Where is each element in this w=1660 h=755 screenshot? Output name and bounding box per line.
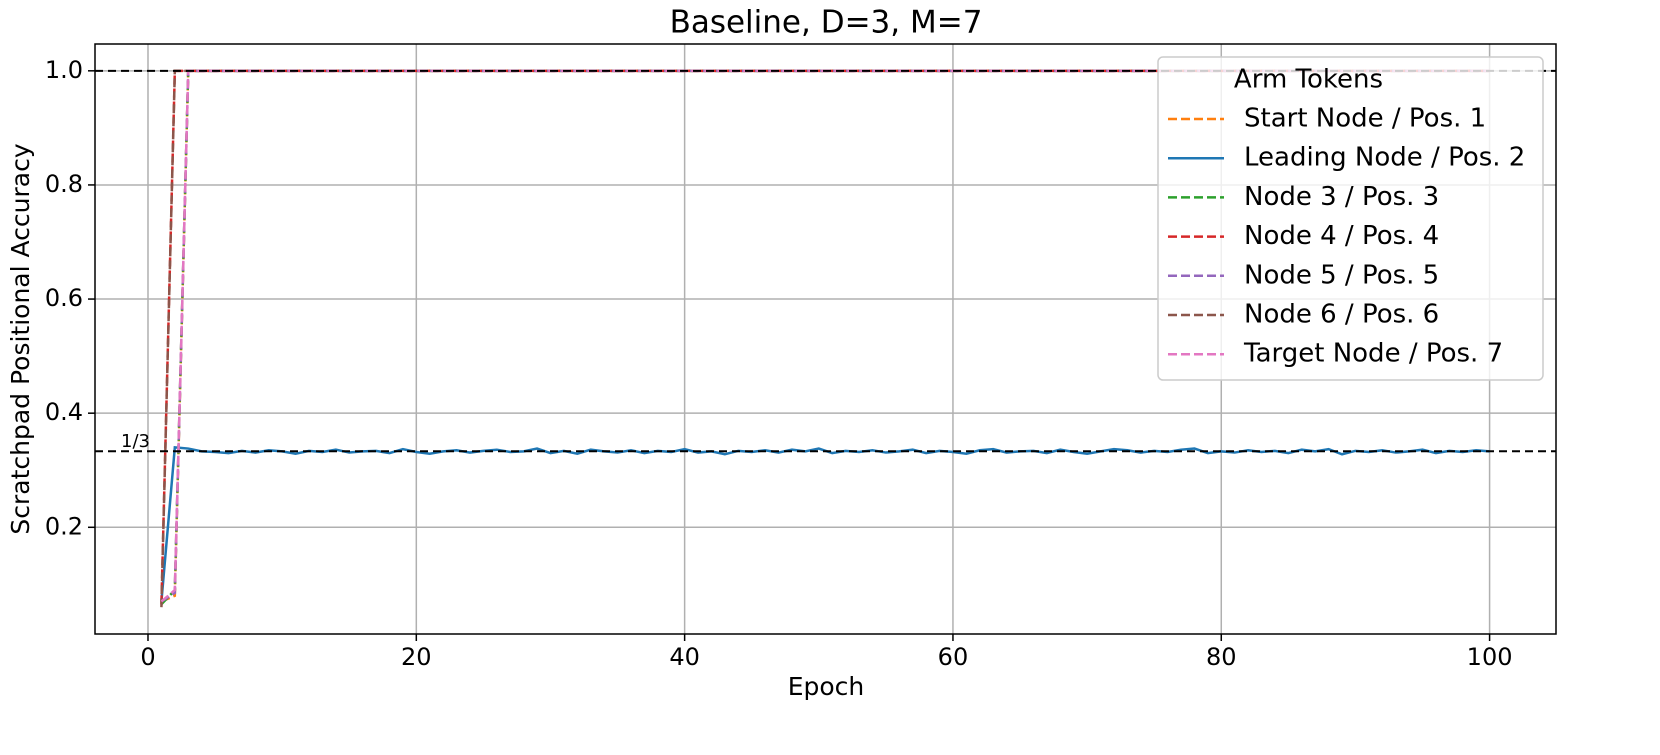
plot-frame (94, 43, 1557, 635)
legend-label: Leading Node / Pos. 2 (1244, 143, 1525, 173)
legend-title: Arm Tokens (1234, 65, 1383, 95)
legend-label: Node 4 / Pos. 4 (1244, 221, 1439, 251)
legend-box (1157, 56, 1544, 381)
x-axis-label: Epoch (788, 672, 865, 701)
reference-label: 1/3 (121, 431, 150, 452)
legend-label: Node 3 / Pos. 3 (1244, 182, 1439, 212)
y-axis-label: Scratchpad Positional Accuracy (6, 143, 35, 535)
chart-title: Baseline, D=3, M=7 (670, 5, 983, 41)
y-tick-label: 0.6 (45, 284, 83, 312)
x-tick-label: 80 (1206, 643, 1237, 671)
y-tick-label: 0.8 (45, 170, 83, 198)
x-tick-label: 100 (1467, 643, 1513, 671)
legend-label: Node 6 / Pos. 6 (1244, 300, 1439, 330)
x-tick-label: 20 (401, 643, 432, 671)
legend-label: Start Node / Pos. 1 (1244, 104, 1486, 134)
y-tick-label: 0.4 (45, 398, 83, 426)
y-tick-label: 0.2 (45, 512, 83, 540)
legend-label: Node 5 / Pos. 5 (1244, 260, 1439, 290)
y-tick-label: 1.0 (45, 56, 83, 84)
x-tick-label: 40 (669, 643, 700, 671)
legend-label: Target Node / Pos. 7 (1243, 339, 1503, 369)
x-tick-label: 60 (938, 643, 969, 671)
series-line (160, 446, 1490, 602)
x-tick-label: 0 (140, 643, 155, 671)
